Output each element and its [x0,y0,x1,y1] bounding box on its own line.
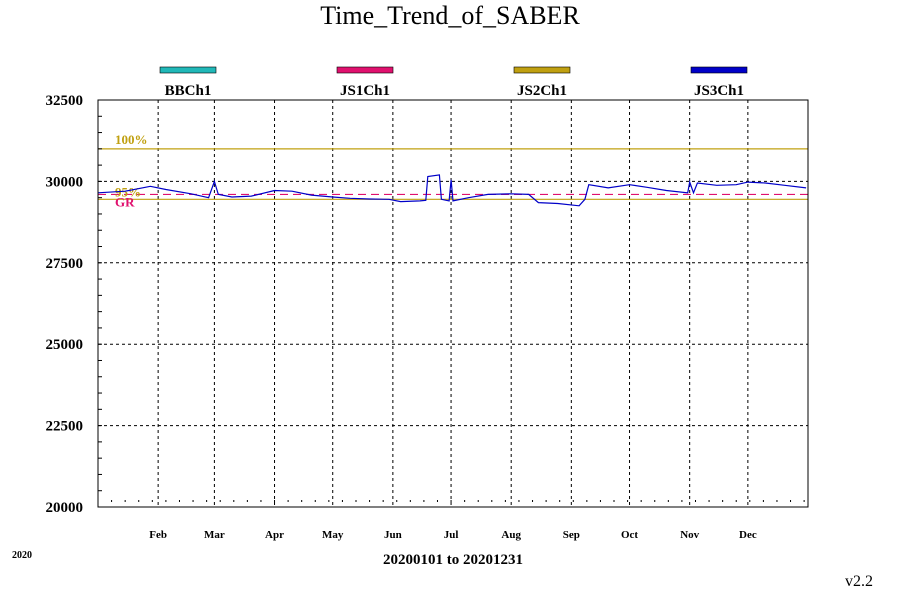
date-range-label: 20200101 to 20201231 [383,552,523,568]
x-tick-label: Oct [621,529,638,541]
x-tick-label: Dec [739,529,757,541]
x-tick-label: Mar [204,529,225,541]
y-tick-label: 20000 [46,500,84,516]
plot-frame [97,99,809,508]
x-tick-label: Jul [444,529,459,541]
version-label: v2.2 [845,573,873,590]
reference-label: 100% [115,132,148,147]
series-layer [97,174,807,207]
grid [98,100,808,507]
legend-swatch [159,66,217,74]
legend-label: BBCh1 [165,83,212,99]
legend-swatch [336,66,394,74]
legend-label: JS1Ch1 [340,83,390,99]
x-tick-label: Apr [265,529,284,541]
x-axis: Feb Mar Apr May Jun Jul Aug Sep Oct Nov Dec [97,500,805,541]
year-label: 2020 [12,550,32,561]
chart-title: Time_Trend_of_SABER [320,1,580,30]
legend-label: JS2Ch1 [517,83,567,99]
x-tick-label: May [322,529,344,541]
y-axis: 32500 30000 27500 25000 22500 20000 [46,93,102,516]
reference-label: GR [115,194,135,209]
series-line [97,174,807,207]
x-tick-label: Sep [563,529,580,541]
x-tick-label: Jun [384,529,402,541]
y-tick-label: 22500 [46,419,84,435]
reference-label: 95% [115,184,141,199]
legend-swatch [690,66,748,74]
y-tick-label: 32500 [46,93,84,109]
x-tick-label: Feb [149,529,167,541]
y-tick-label: 27500 [46,256,84,272]
legend: BBCh1 JS1Ch1 JS2Ch1 JS3Ch1 [159,66,748,99]
y-tick-label: 30000 [46,174,84,190]
legend-swatch [513,66,571,74]
x-tick-label: Aug [501,529,521,541]
y-tick-label: 25000 [46,337,84,353]
x-tick-label: Nov [680,529,699,541]
legend-label: JS3Ch1 [694,83,744,99]
